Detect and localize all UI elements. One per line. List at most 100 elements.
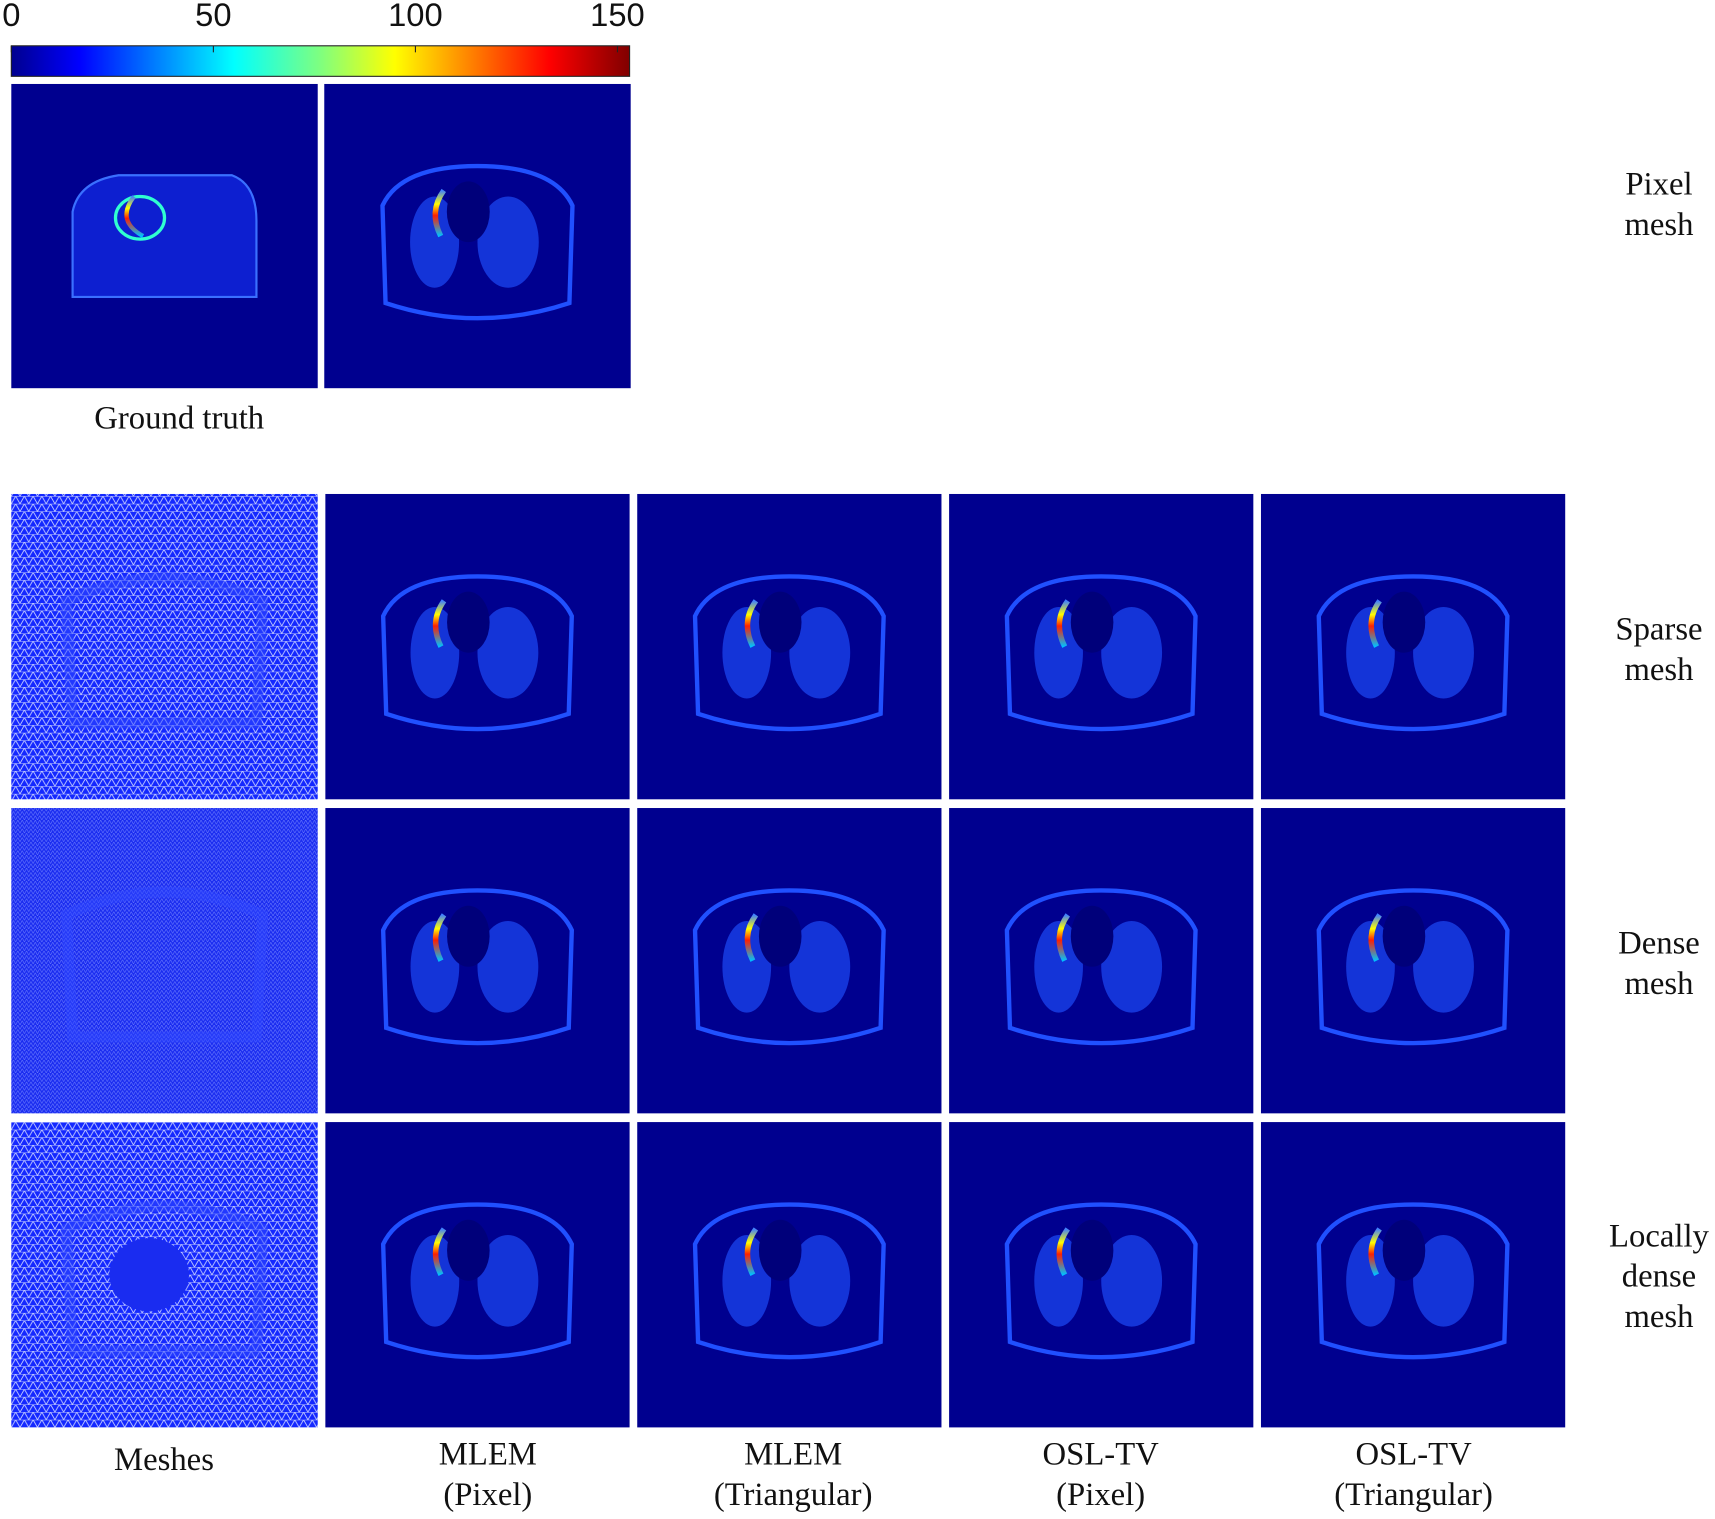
hot [432, 913, 447, 962]
hot [1368, 1227, 1382, 1276]
heart-cavity [758, 591, 802, 653]
body [380, 888, 574, 1046]
lung [1346, 920, 1395, 1013]
hot [744, 599, 759, 648]
colorbar-gradient [10, 45, 631, 77]
lung [477, 1235, 539, 1327]
image-panel [637, 493, 942, 800]
colorbar: 0 50 100 150 [2, 0, 645, 77]
mesh-body [60, 1200, 269, 1357]
column-label: (Triangular) [714, 1477, 873, 1513]
image-panel [1260, 1122, 1566, 1428]
hot [1056, 913, 1071, 962]
heart-cavity [447, 905, 490, 967]
mesh-panel [11, 1122, 318, 1428]
lung [1413, 1235, 1474, 1327]
body [380, 163, 575, 321]
body [692, 888, 886, 1046]
lung [722, 1235, 772, 1327]
row-label: mesh [1624, 652, 1693, 688]
image-panel [949, 493, 1254, 800]
lung [789, 1235, 851, 1327]
colorbar-tick-label: 0 [2, 0, 20, 33]
lung [1034, 1235, 1083, 1327]
heart-cavity [1070, 591, 1114, 653]
lung [789, 606, 851, 699]
body [692, 1202, 886, 1360]
heart-cavity [447, 591, 490, 653]
body [380, 1202, 574, 1360]
column-label: Meshes [114, 1442, 214, 1478]
lung [1034, 606, 1083, 699]
image-panel [11, 83, 318, 389]
lung [410, 196, 460, 288]
row-label: Pixel [1625, 167, 1692, 203]
column-label: (Pixel) [1056, 1477, 1145, 1513]
body [380, 574, 574, 732]
mesh-bg [11, 808, 318, 1114]
row-label: mesh [1624, 1299, 1693, 1335]
row-label: Sparse [1615, 612, 1702, 648]
lung [789, 920, 851, 1013]
hot [1056, 1227, 1071, 1276]
column-label: OSL-TV [1355, 1436, 1472, 1472]
row-label: mesh [1624, 207, 1693, 243]
mesh-panel [11, 493, 318, 800]
image-panel [949, 808, 1254, 1114]
column-label: MLEM [439, 1436, 537, 1472]
body [1004, 1202, 1198, 1360]
heart-cavity [447, 1219, 490, 1281]
image-panel [1260, 808, 1566, 1114]
mesh-panel [11, 808, 318, 1114]
image-panel [637, 1122, 942, 1428]
lung [1101, 606, 1163, 699]
body [1316, 1202, 1510, 1360]
image-panel [325, 808, 630, 1114]
heart-cavity [758, 905, 802, 967]
body [1316, 574, 1510, 732]
image-panel [324, 83, 631, 389]
hot [1056, 599, 1071, 648]
lung [1034, 920, 1083, 1013]
lung [1413, 606, 1474, 699]
mesh-body [60, 572, 269, 729]
lung [722, 920, 772, 1013]
row-label: dense [1622, 1259, 1696, 1295]
hot [124, 195, 145, 238]
ground-truth-label: Ground truth [94, 401, 264, 437]
colorbar-tick-label: 100 [388, 0, 443, 33]
heart-cavity [1070, 905, 1114, 967]
lung [477, 196, 539, 288]
heart-cavity [1382, 905, 1426, 967]
image-panel [325, 493, 630, 800]
heart-cavity [446, 181, 490, 243]
hot [1368, 913, 1382, 962]
mesh-bg [11, 493, 318, 800]
lung [1346, 1235, 1395, 1327]
colorbar-tick-label: 50 [195, 0, 231, 33]
row-label: Dense [1618, 926, 1700, 962]
panels [11, 83, 1566, 1428]
lung [1346, 606, 1395, 699]
body [1004, 888, 1198, 1046]
heart-cavity [1382, 591, 1426, 653]
body [1004, 574, 1198, 732]
heart-cavity [758, 1219, 802, 1281]
heart-cavity [1070, 1219, 1114, 1281]
body [71, 174, 258, 299]
column-label: OSL-TV [1043, 1436, 1160, 1472]
image-panel [637, 808, 942, 1114]
image-panel [1260, 493, 1566, 800]
colorbar-tick-label: 150 [590, 0, 645, 33]
body [692, 574, 886, 732]
lung [1101, 920, 1163, 1013]
hot [432, 599, 447, 648]
column-label: (Pixel) [443, 1477, 532, 1513]
hot [744, 913, 759, 962]
lung [410, 920, 460, 1013]
lung [410, 606, 460, 699]
column-label: (Triangular) [1334, 1477, 1493, 1513]
hot [432, 1227, 447, 1276]
mesh-body [60, 886, 269, 1043]
